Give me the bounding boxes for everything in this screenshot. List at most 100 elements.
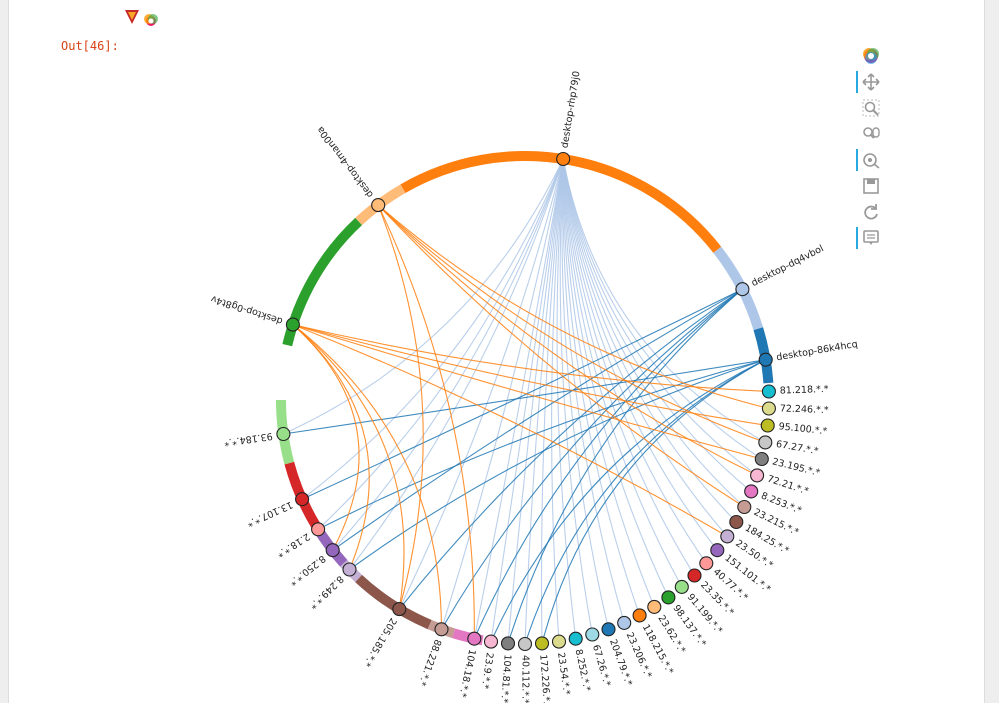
chord-node[interactable]: [500, 636, 516, 651]
chord-node[interactable]: [758, 352, 773, 367]
chord-node[interactable]: [710, 543, 725, 558]
chord-node[interactable]: [276, 426, 291, 442]
chord-edge[interactable]: [562, 158, 655, 608]
chord-edge[interactable]: [301, 158, 564, 500]
chord-node[interactable]: [551, 634, 567, 649]
tap-tool[interactable]: [856, 148, 886, 172]
chord-edge[interactable]: [292, 324, 769, 393]
chord-edge[interactable]: [562, 158, 745, 508]
chord-edge[interactable]: [490, 359, 766, 642]
chord-node[interactable]: [750, 468, 765, 483]
chord-edge[interactable]: [349, 158, 564, 570]
chord-node[interactable]: [601, 622, 616, 637]
chord-node[interactable]: [661, 590, 676, 605]
chord-edge[interactable]: [473, 288, 743, 639]
chord-node[interactable]: [295, 492, 310, 507]
chord-node[interactable]: [568, 631, 583, 646]
reset-tool[interactable]: [856, 200, 886, 224]
chord-node[interactable]: [371, 198, 386, 213]
node-label: 23.195.*.*: [771, 456, 821, 479]
chord-edge[interactable]: [524, 158, 564, 645]
chord-node[interactable]: [674, 579, 689, 594]
chord-edge[interactable]: [292, 324, 768, 427]
chord-edge[interactable]: [540, 158, 564, 644]
chord-edge[interactable]: [317, 158, 564, 530]
chord-node[interactable]: [342, 562, 357, 577]
chord-edge[interactable]: [559, 158, 593, 635]
chord-node[interactable]: [632, 608, 647, 623]
chord-node[interactable]: [744, 484, 759, 499]
chord-node[interactable]: [617, 615, 632, 630]
chord-edge[interactable]: [562, 158, 669, 598]
chord-node[interactable]: [585, 627, 600, 642]
save-tool[interactable]: [856, 174, 886, 198]
chord-edge[interactable]: [377, 204, 475, 639]
chord-node[interactable]: [434, 622, 449, 637]
chord-edge[interactable]: [398, 158, 564, 610]
chord-edge[interactable]: [562, 158, 728, 537]
chord-edge[interactable]: [562, 158, 737, 523]
chord-edge[interactable]: [524, 359, 766, 645]
chord-edge[interactable]: [507, 288, 743, 644]
chord-edge[interactable]: [292, 324, 360, 551]
chord-edge[interactable]: [317, 359, 766, 530]
chord-node[interactable]: [467, 631, 482, 646]
chord-node[interactable]: [647, 599, 662, 614]
chord-edge[interactable]: [349, 359, 766, 570]
chord-edge[interactable]: [562, 158, 641, 616]
chord-node[interactable]: [687, 568, 702, 583]
chord-edge[interactable]: [551, 158, 564, 642]
chord-node[interactable]: [534, 636, 550, 651]
chord-node[interactable]: [737, 499, 752, 515]
chord-edge[interactable]: [490, 158, 564, 642]
pan-tool[interactable]: [856, 70, 886, 94]
chord-edge[interactable]: [377, 204, 424, 610]
chord-edge[interactable]: [562, 158, 752, 492]
chord-node[interactable]: [761, 384, 776, 399]
chord-edge[interactable]: [562, 158, 763, 460]
chord-edge[interactable]: [507, 158, 564, 644]
chord-node[interactable]: [729, 514, 744, 530]
chord-edge[interactable]: [562, 158, 625, 624]
chord-edge[interactable]: [301, 288, 743, 500]
chord-edge[interactable]: [562, 158, 683, 588]
chord-edge[interactable]: [562, 158, 758, 476]
chord-node[interactable]: [699, 556, 714, 571]
chord-node[interactable]: [758, 435, 773, 450]
box-zoom-tool[interactable]: [856, 96, 886, 120]
chord-node[interactable]: [735, 282, 750, 297]
chord-node[interactable]: [556, 151, 571, 167]
hover-tool[interactable]: [856, 226, 886, 250]
chord-node[interactable]: [325, 543, 340, 558]
chord-edge[interactable]: [377, 204, 766, 443]
chord-edge[interactable]: [283, 359, 766, 435]
chord-node[interactable]: [392, 602, 407, 617]
chord-edge[interactable]: [441, 288, 743, 630]
chord-node[interactable]: [754, 451, 769, 467]
chord-edge[interactable]: [292, 324, 762, 460]
chord-node[interactable]: [311, 522, 326, 537]
wheel-zoom-tool[interactable]: [856, 122, 886, 146]
chord-edge[interactable]: [377, 204, 770, 410]
chord-edge[interactable]: [562, 158, 766, 443]
chord-node[interactable]: [761, 401, 776, 416]
chord-node[interactable]: [483, 634, 499, 649]
chord-edge[interactable]: [283, 158, 564, 435]
chord-edge[interactable]: [377, 204, 758, 476]
chord-node[interactable]: [517, 636, 533, 652]
chord-edge[interactable]: [561, 158, 610, 630]
chord-edge[interactable]: [292, 324, 405, 610]
chord-edge[interactable]: [398, 288, 743, 610]
chord-edge[interactable]: [332, 288, 743, 551]
chord-edge[interactable]: [473, 158, 564, 639]
chord-edge[interactable]: [377, 204, 745, 508]
chord-edge[interactable]: [292, 324, 728, 537]
chord-node[interactable]: [760, 418, 775, 433]
chord-node[interactable]: [720, 529, 735, 544]
chord-edge[interactable]: [292, 324, 443, 630]
chord-edge[interactable]: [541, 359, 766, 644]
chord-node[interactable]: [285, 317, 300, 332]
chord-edge[interactable]: [562, 158, 695, 576]
chord-edge[interactable]: [440, 158, 564, 630]
